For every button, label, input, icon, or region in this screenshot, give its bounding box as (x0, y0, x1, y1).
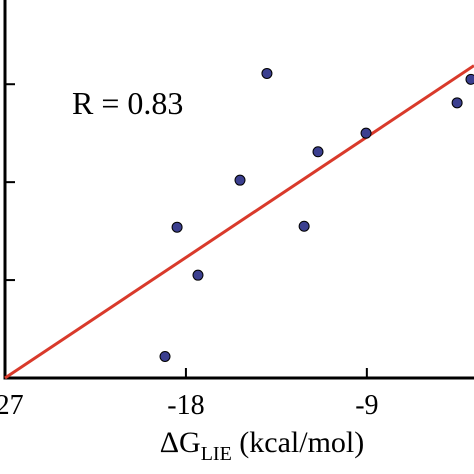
data-point (451, 97, 463, 109)
data-point (192, 269, 204, 281)
x-label-main: ΔG (160, 426, 201, 459)
data-point (261, 67, 273, 79)
data-point (360, 127, 372, 139)
data-point (465, 73, 474, 85)
x-axis-label: ΔGLIE (kcal/mol) (160, 426, 365, 465)
x-tick-label: -9 (355, 390, 378, 421)
fit-line (4, 64, 474, 380)
data-point (171, 221, 183, 233)
x-tick-label: -27 (0, 390, 24, 421)
data-point (234, 174, 246, 186)
r-annotation: R = 0.83 (72, 85, 183, 121)
plot-frame (3, 0, 474, 380)
data-point (159, 350, 171, 362)
x-label-sub: LIE (201, 443, 232, 465)
x-label-rest: (kcal/mol) (232, 426, 364, 459)
data-point (312, 146, 324, 158)
data-point (298, 220, 310, 232)
x-tick-label: -18 (167, 390, 204, 421)
